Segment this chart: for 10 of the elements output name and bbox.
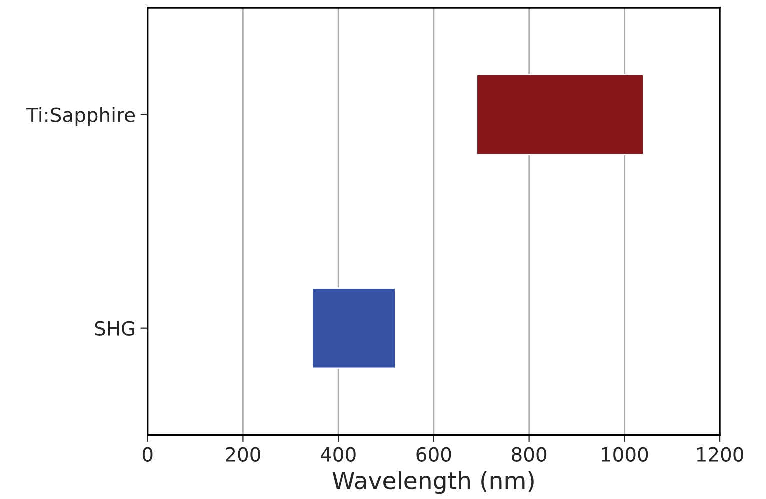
x-tick-label: 600 [416, 447, 452, 462]
x-tick-label: 200 [226, 447, 260, 462]
y-tick-label: Ti:Sapphire [26, 107, 135, 126]
x-tick-label: 0 [142, 447, 153, 462]
x-axis-title: Wavelength (nm) [332, 471, 534, 494]
x-tick-label: 800 [512, 447, 547, 462]
x-tick-label: 1000 [602, 447, 648, 462]
y-tick-label: SHG [95, 321, 134, 336]
x-tick-label: 400 [320, 447, 356, 462]
x-tick-label: 1200 [697, 447, 744, 462]
